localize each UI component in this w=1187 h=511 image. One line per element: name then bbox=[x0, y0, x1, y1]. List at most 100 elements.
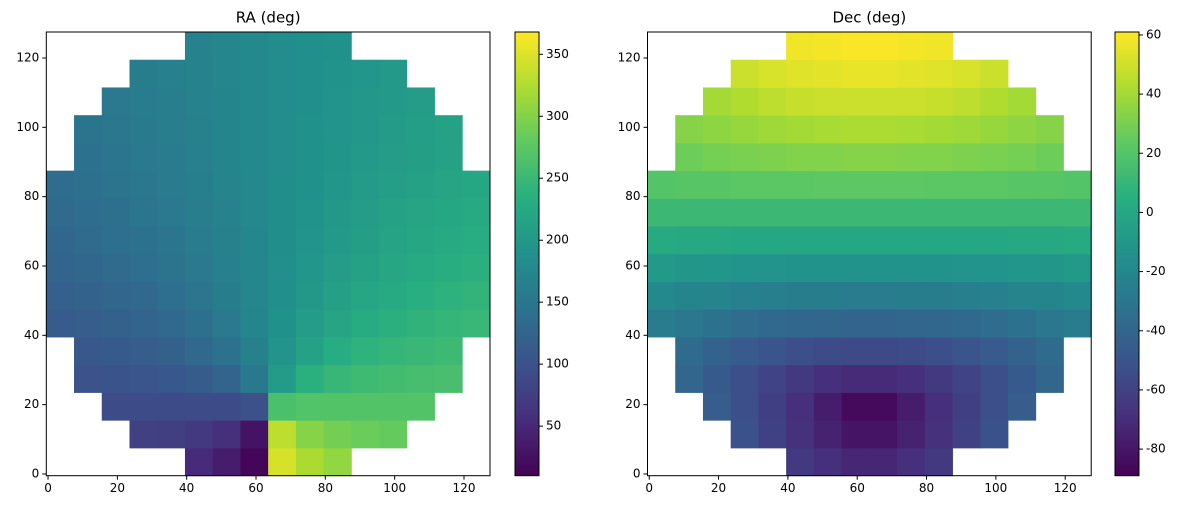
heatmap-cell bbox=[1035, 337, 1064, 366]
heatmap-cell bbox=[813, 392, 843, 421]
x-tick-label: 100 bbox=[984, 481, 1007, 495]
heatmap-cell bbox=[323, 32, 352, 61]
heatmap-cell bbox=[786, 142, 815, 172]
y-tick-label: 100 bbox=[16, 120, 39, 134]
heatmap-cell bbox=[379, 309, 408, 338]
heatmap-cell bbox=[268, 420, 297, 449]
heatmap-cell bbox=[675, 337, 704, 366]
heatmap-cell bbox=[240, 198, 269, 227]
heatmap-cell bbox=[295, 392, 325, 421]
heatmap-cell bbox=[351, 226, 380, 255]
heatmap-cell bbox=[406, 281, 435, 310]
heatmap-cell bbox=[924, 226, 953, 255]
axes-frame bbox=[647, 31, 1092, 477]
heatmap-cell bbox=[295, 32, 325, 61]
heatmap-cell bbox=[924, 253, 953, 282]
heatmap-cell bbox=[295, 420, 325, 449]
heatmap-cell bbox=[924, 142, 953, 172]
heatmap-cell bbox=[184, 87, 214, 116]
heatmap-cell bbox=[212, 337, 241, 366]
heatmap-cell bbox=[924, 420, 953, 449]
heatmap-cell bbox=[786, 253, 815, 282]
y-tick-label: 120 bbox=[16, 50, 39, 64]
heatmap-cell bbox=[980, 226, 1009, 255]
heatmap-cell bbox=[212, 32, 241, 61]
heatmap-cell bbox=[157, 253, 186, 282]
heatmap-cell bbox=[869, 364, 898, 393]
x-tick-label: 0 bbox=[44, 481, 52, 495]
heatmap-cell bbox=[74, 253, 103, 282]
heatmap-cell bbox=[813, 87, 843, 116]
heatmap-cell bbox=[758, 170, 787, 199]
heatmap-cell bbox=[240, 392, 269, 421]
heatmap-cell bbox=[268, 364, 297, 393]
heatmap-cell bbox=[379, 392, 408, 421]
heatmap-cell bbox=[702, 226, 732, 255]
heatmap-cell bbox=[897, 59, 926, 88]
heatmap-cell bbox=[813, 170, 843, 199]
heatmap-cell bbox=[268, 115, 297, 144]
heatmap-cell bbox=[980, 59, 1009, 88]
heatmap-cell bbox=[323, 364, 352, 393]
heatmap-cell bbox=[434, 309, 463, 338]
heatmap-cell bbox=[952, 253, 981, 282]
heatmap-cell bbox=[351, 420, 380, 449]
heatmap-cell bbox=[1035, 226, 1064, 255]
heatmap-cell bbox=[323, 447, 352, 477]
heatmap-cell bbox=[101, 142, 130, 172]
heatmap-cell bbox=[1063, 198, 1092, 227]
heatmap-cell bbox=[323, 142, 352, 172]
heatmap-cell bbox=[675, 198, 704, 227]
heatmap-cell bbox=[1035, 115, 1064, 144]
heatmap-cell bbox=[786, 170, 815, 199]
heatmap-cell bbox=[1008, 226, 1037, 255]
heatmap-cell bbox=[980, 364, 1009, 393]
heatmap-cell bbox=[1008, 198, 1037, 227]
heatmap-cell bbox=[1035, 253, 1064, 282]
heatmap-cell bbox=[897, 170, 926, 199]
heatmap-cell bbox=[129, 198, 158, 227]
heatmap-cell bbox=[869, 226, 898, 255]
heatmap-cell bbox=[897, 253, 926, 282]
heatmap-cell bbox=[268, 226, 297, 255]
heatmap-cell bbox=[758, 87, 787, 116]
heatmap-cell bbox=[46, 170, 75, 199]
heatmap-cell bbox=[101, 226, 130, 255]
heatmap-cell bbox=[74, 170, 103, 199]
heatmap-cell bbox=[351, 170, 380, 199]
heatmap-cell bbox=[758, 281, 787, 310]
heatmap-cell bbox=[184, 253, 214, 282]
heatmap-cell bbox=[841, 198, 870, 227]
heatmap-cell bbox=[758, 253, 787, 282]
heatmap-cell bbox=[406, 87, 435, 116]
heatmap-cell bbox=[869, 142, 898, 172]
heatmap-cell bbox=[952, 198, 981, 227]
heatmap-cell bbox=[74, 364, 103, 393]
heatmap-cell bbox=[295, 115, 325, 144]
heatmap-cell bbox=[46, 253, 75, 282]
heatmap-cell bbox=[129, 87, 158, 116]
heatmap-cell bbox=[897, 420, 926, 449]
heatmap-cell bbox=[702, 198, 732, 227]
heatmap-cell bbox=[129, 253, 158, 282]
y-tick-label: 80 bbox=[625, 189, 640, 203]
heatmap-cell bbox=[1063, 281, 1092, 310]
heatmap-cell bbox=[212, 420, 241, 449]
heatmap-cell bbox=[952, 87, 981, 116]
colorbar-tick-label: -20 bbox=[1146, 264, 1166, 278]
heatmap-cell bbox=[1035, 198, 1064, 227]
heatmap-cell bbox=[129, 281, 158, 310]
heatmap-cell bbox=[240, 337, 269, 366]
heatmap-cell bbox=[406, 309, 435, 338]
heatmap-cell bbox=[730, 281, 759, 310]
heatmap-cell bbox=[841, 309, 870, 338]
y-tick-label: 20 bbox=[625, 397, 640, 411]
heatmap-cell bbox=[434, 115, 463, 144]
heatmap-cell bbox=[702, 309, 732, 338]
heatmap-cell bbox=[1008, 337, 1037, 366]
heatmap-cell bbox=[758, 198, 787, 227]
heatmap-cell bbox=[379, 281, 408, 310]
heatmap-cell bbox=[129, 170, 158, 199]
heatmap-cell bbox=[129, 364, 158, 393]
heatmap-cell bbox=[841, 170, 870, 199]
